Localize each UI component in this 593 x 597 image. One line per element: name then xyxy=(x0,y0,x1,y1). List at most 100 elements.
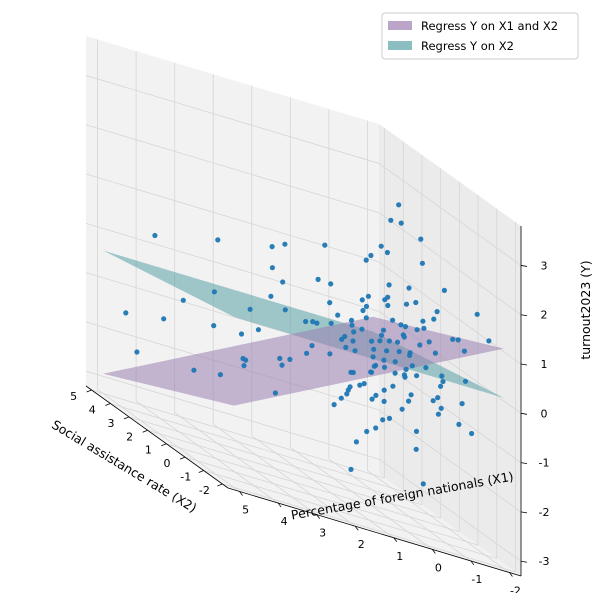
scatter-point xyxy=(441,287,447,293)
scatter-point xyxy=(277,355,283,361)
scatter-point xyxy=(369,338,375,344)
legend-swatch-x1-x2 xyxy=(388,21,412,30)
scatter-point xyxy=(373,362,379,368)
x-tick-label: 1 xyxy=(396,550,403,563)
grid-floor-y xyxy=(222,483,516,573)
scatter-point xyxy=(413,446,419,452)
scatter-point xyxy=(378,332,385,338)
scatter-point xyxy=(414,327,420,333)
grid-back-z xyxy=(85,75,380,164)
scatter-point xyxy=(368,369,375,375)
scatter-point xyxy=(426,339,432,345)
scatter-point xyxy=(421,325,427,331)
scatter-point xyxy=(413,428,420,434)
scatter-point xyxy=(191,367,197,373)
scatter-point xyxy=(217,372,223,378)
scatter-point xyxy=(359,297,365,303)
scatter-point xyxy=(349,322,355,328)
y-tick-mark xyxy=(86,389,92,393)
scatter-point xyxy=(369,396,375,402)
y-tick-mark xyxy=(161,443,167,447)
data-layer xyxy=(103,202,504,487)
scatter-point xyxy=(418,236,424,242)
scatter-point xyxy=(363,303,370,309)
y-tick-mark xyxy=(198,470,204,473)
x-tick-mark xyxy=(316,514,320,519)
grid-back-z xyxy=(85,370,380,460)
y-tick-label: 2 xyxy=(126,430,133,443)
scatter-point xyxy=(211,289,217,295)
grid-side-z xyxy=(378,261,522,365)
scatter-point xyxy=(384,348,390,354)
scatter-point xyxy=(345,387,351,393)
scatter-point xyxy=(435,411,441,417)
scatter-point xyxy=(398,322,404,328)
z-tick-mark xyxy=(520,511,528,514)
scatter-point xyxy=(238,331,245,337)
scatter-point xyxy=(343,344,349,350)
scatter-point xyxy=(414,373,420,379)
scatter-point xyxy=(247,306,253,312)
floor-pane xyxy=(86,386,521,576)
scatter-point xyxy=(371,346,377,352)
y-tick-label: 1 xyxy=(145,444,152,457)
scatter-point xyxy=(338,395,344,401)
scatter-point xyxy=(396,202,402,208)
scatter-point xyxy=(350,338,356,344)
scatter-point xyxy=(423,365,429,371)
scatter-point xyxy=(394,339,401,345)
axis-lines xyxy=(85,226,522,577)
scatter-point xyxy=(462,378,469,384)
scatter-point xyxy=(413,299,419,306)
scatter-point xyxy=(282,241,288,247)
y-tick-label: 0 xyxy=(164,457,171,470)
legend-swatch-x2 xyxy=(388,41,412,50)
scatter-point xyxy=(390,383,396,389)
z-tick-mark xyxy=(520,412,528,415)
scatter-point xyxy=(280,279,286,285)
scatter-point xyxy=(386,338,392,344)
scatter-point xyxy=(361,381,367,387)
scatter-point xyxy=(420,481,426,487)
x-tick-mark xyxy=(393,537,398,543)
x-tick-label: 2 xyxy=(358,538,365,551)
scatter-point xyxy=(386,282,392,288)
scatter-point xyxy=(459,401,465,407)
z-tick-label: -3 xyxy=(539,555,550,568)
scatter-point xyxy=(431,316,437,322)
scatter-point xyxy=(381,387,387,393)
scatter-point xyxy=(152,232,158,239)
scatter-point xyxy=(390,317,396,323)
grid-floor-y xyxy=(147,429,441,519)
scatter-point xyxy=(342,333,348,340)
y-tick-mark xyxy=(123,416,130,420)
scatter-point xyxy=(351,329,357,335)
z-tick-mark xyxy=(520,363,528,366)
scatter-point xyxy=(382,297,388,303)
scatter-point xyxy=(401,372,407,378)
scatter-point xyxy=(364,428,370,435)
grid-back-z xyxy=(85,222,380,312)
scatter-point xyxy=(474,311,480,317)
scatter-point xyxy=(386,415,393,421)
scatter-point xyxy=(402,324,409,330)
scatter-point xyxy=(385,302,391,309)
y-tick-label: 3 xyxy=(107,417,114,430)
scatter-point xyxy=(373,392,379,398)
x-tick-label: 0 xyxy=(435,561,442,574)
y-tick-label: -2 xyxy=(199,484,210,497)
y-tick-mark xyxy=(105,403,111,406)
scatter-point xyxy=(359,326,365,332)
scatter-point xyxy=(365,293,371,299)
scatter-point xyxy=(363,257,369,263)
scatter-point xyxy=(327,351,333,357)
x-tick-label: -1 xyxy=(471,573,482,586)
z-tick-mark xyxy=(520,560,528,563)
scatter-point xyxy=(406,285,412,291)
scatter-point xyxy=(450,336,456,342)
scatter-point xyxy=(348,369,354,375)
scatter-point xyxy=(357,382,363,388)
grid-floor-y xyxy=(128,416,423,506)
z-tick-label: 0 xyxy=(541,407,548,420)
scatter-point xyxy=(381,357,387,363)
